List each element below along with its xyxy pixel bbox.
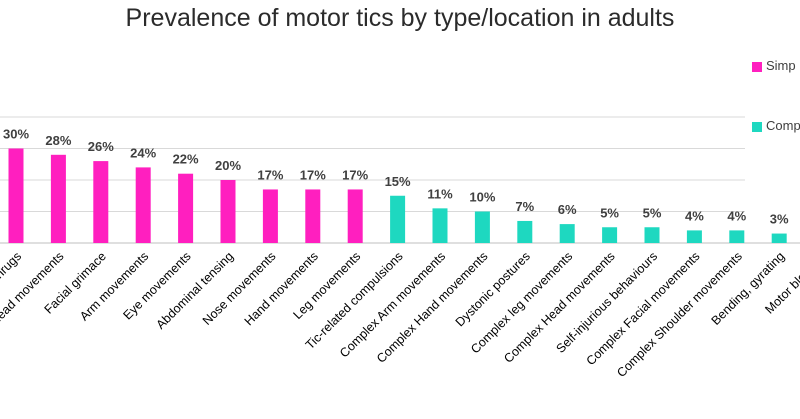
category-label: Nose movements xyxy=(200,249,279,328)
category-label: Bending, gyrating xyxy=(709,249,788,328)
legend-swatch-simple xyxy=(752,62,762,72)
data-label: 24% xyxy=(130,145,156,160)
data-label: 7% xyxy=(515,199,534,214)
bar xyxy=(93,161,109,243)
bar xyxy=(220,180,236,243)
bar xyxy=(178,173,194,243)
legend-complex: Comp xyxy=(752,118,800,138)
data-label: 6% xyxy=(558,202,577,217)
bar xyxy=(262,189,278,243)
data-label: 4% xyxy=(727,208,746,223)
bar xyxy=(474,211,490,243)
data-label: 22% xyxy=(173,152,199,167)
data-label: 11% xyxy=(427,186,453,201)
data-label: 17% xyxy=(257,167,283,182)
category-label: Hand movements xyxy=(242,249,321,328)
data-label: 28% xyxy=(45,133,71,148)
data-label: 26% xyxy=(88,139,114,154)
data-label: 17% xyxy=(342,167,368,182)
bar xyxy=(602,227,618,243)
data-label: 10% xyxy=(469,190,495,205)
bar xyxy=(305,189,321,243)
bar xyxy=(517,220,533,243)
data-label: 3% xyxy=(770,212,789,227)
bar xyxy=(50,154,66,243)
category-label: Dystonic postures xyxy=(453,249,533,329)
bar xyxy=(432,208,448,243)
bar xyxy=(686,230,702,243)
chart-title: Prevalence of motor tics by type/locatio… xyxy=(125,4,675,32)
bar xyxy=(390,195,406,243)
data-label: 30% xyxy=(3,127,29,142)
data-label: 15% xyxy=(385,174,411,189)
legend-simple: Simp xyxy=(752,58,800,78)
bar xyxy=(771,233,787,243)
bar xyxy=(729,230,745,243)
data-label: 4% xyxy=(685,208,704,223)
bar xyxy=(559,224,575,243)
data-label: 5% xyxy=(600,205,619,220)
category-label: Abdominal tensing xyxy=(153,249,236,332)
legend-label-complex: Comp xyxy=(766,118,800,133)
data-label: 20% xyxy=(215,158,241,173)
bar xyxy=(347,189,363,243)
bar xyxy=(135,167,151,243)
data-label: 17% xyxy=(300,167,326,182)
legend-swatch-complex xyxy=(752,122,762,132)
data-label: 5% xyxy=(643,205,662,220)
legend-label-simple: Simp xyxy=(766,58,796,73)
bar xyxy=(8,148,24,243)
bar xyxy=(644,227,660,243)
